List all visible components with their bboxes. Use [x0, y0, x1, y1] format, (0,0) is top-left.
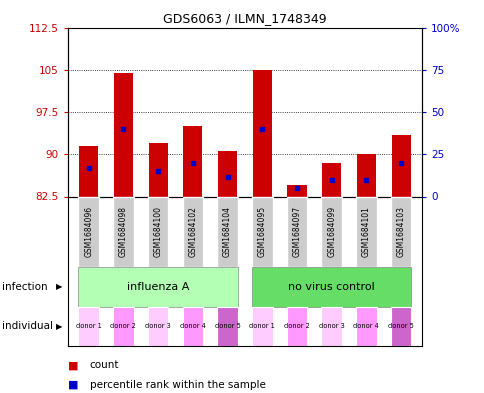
- Text: donor 2: donor 2: [284, 323, 309, 329]
- Bar: [252, 196, 272, 267]
- Text: GSM1684102: GSM1684102: [188, 206, 197, 257]
- Bar: [217, 196, 237, 267]
- Bar: [78, 307, 99, 346]
- Text: GSM1684104: GSM1684104: [223, 206, 231, 257]
- Bar: [79, 146, 98, 196]
- Bar: [148, 307, 168, 346]
- Bar: [390, 196, 410, 267]
- Text: donor 4: donor 4: [180, 323, 205, 329]
- Bar: [114, 73, 133, 196]
- Bar: [321, 163, 341, 196]
- Text: donor 3: donor 3: [318, 323, 344, 329]
- Bar: [78, 196, 99, 267]
- Text: donor 5: donor 5: [387, 323, 413, 329]
- Title: GDS6063 / ILMN_1748349: GDS6063 / ILMN_1748349: [163, 12, 326, 25]
- Text: individual: individual: [2, 321, 53, 331]
- Bar: [78, 267, 237, 307]
- Text: GSM1684098: GSM1684098: [119, 206, 128, 257]
- Bar: [286, 196, 306, 267]
- Bar: [286, 307, 306, 346]
- Bar: [321, 196, 341, 267]
- Bar: [217, 307, 237, 346]
- Bar: [252, 267, 410, 307]
- Bar: [356, 154, 375, 196]
- Bar: [287, 185, 306, 196]
- Bar: [321, 307, 341, 346]
- Bar: [182, 196, 203, 267]
- Text: GSM1684096: GSM1684096: [84, 206, 93, 257]
- Text: donor 1: donor 1: [76, 323, 101, 329]
- Text: GSM1684099: GSM1684099: [327, 206, 335, 257]
- Text: GSM1684097: GSM1684097: [292, 206, 301, 257]
- Bar: [113, 196, 134, 267]
- Bar: [390, 307, 410, 346]
- Text: ■: ■: [68, 360, 78, 371]
- Bar: [252, 307, 272, 346]
- Bar: [148, 196, 168, 267]
- Text: influenza A: influenza A: [127, 282, 189, 292]
- Bar: [252, 70, 271, 196]
- Text: ■: ■: [68, 380, 78, 390]
- Bar: [391, 134, 410, 196]
- Bar: [355, 307, 376, 346]
- Text: GSM1684095: GSM1684095: [257, 206, 266, 257]
- Text: donor 4: donor 4: [353, 323, 378, 329]
- Bar: [148, 143, 167, 196]
- Text: GSM1684100: GSM1684100: [153, 206, 162, 257]
- Text: ▶: ▶: [56, 283, 62, 291]
- Bar: [218, 151, 237, 196]
- Text: donor 2: donor 2: [110, 323, 136, 329]
- Text: donor 1: donor 1: [249, 323, 274, 329]
- Text: percentile rank within the sample: percentile rank within the sample: [90, 380, 265, 390]
- Text: donor 3: donor 3: [145, 323, 171, 329]
- Text: ▶: ▶: [56, 322, 62, 331]
- Text: infection: infection: [2, 282, 48, 292]
- Bar: [113, 307, 134, 346]
- Bar: [355, 196, 376, 267]
- Text: GSM1684101: GSM1684101: [361, 206, 370, 257]
- Text: count: count: [90, 360, 119, 371]
- Text: donor 5: donor 5: [214, 323, 240, 329]
- Bar: [182, 307, 203, 346]
- Text: no virus control: no virus control: [287, 282, 374, 292]
- Text: GSM1684103: GSM1684103: [396, 206, 405, 257]
- Bar: [183, 126, 202, 196]
